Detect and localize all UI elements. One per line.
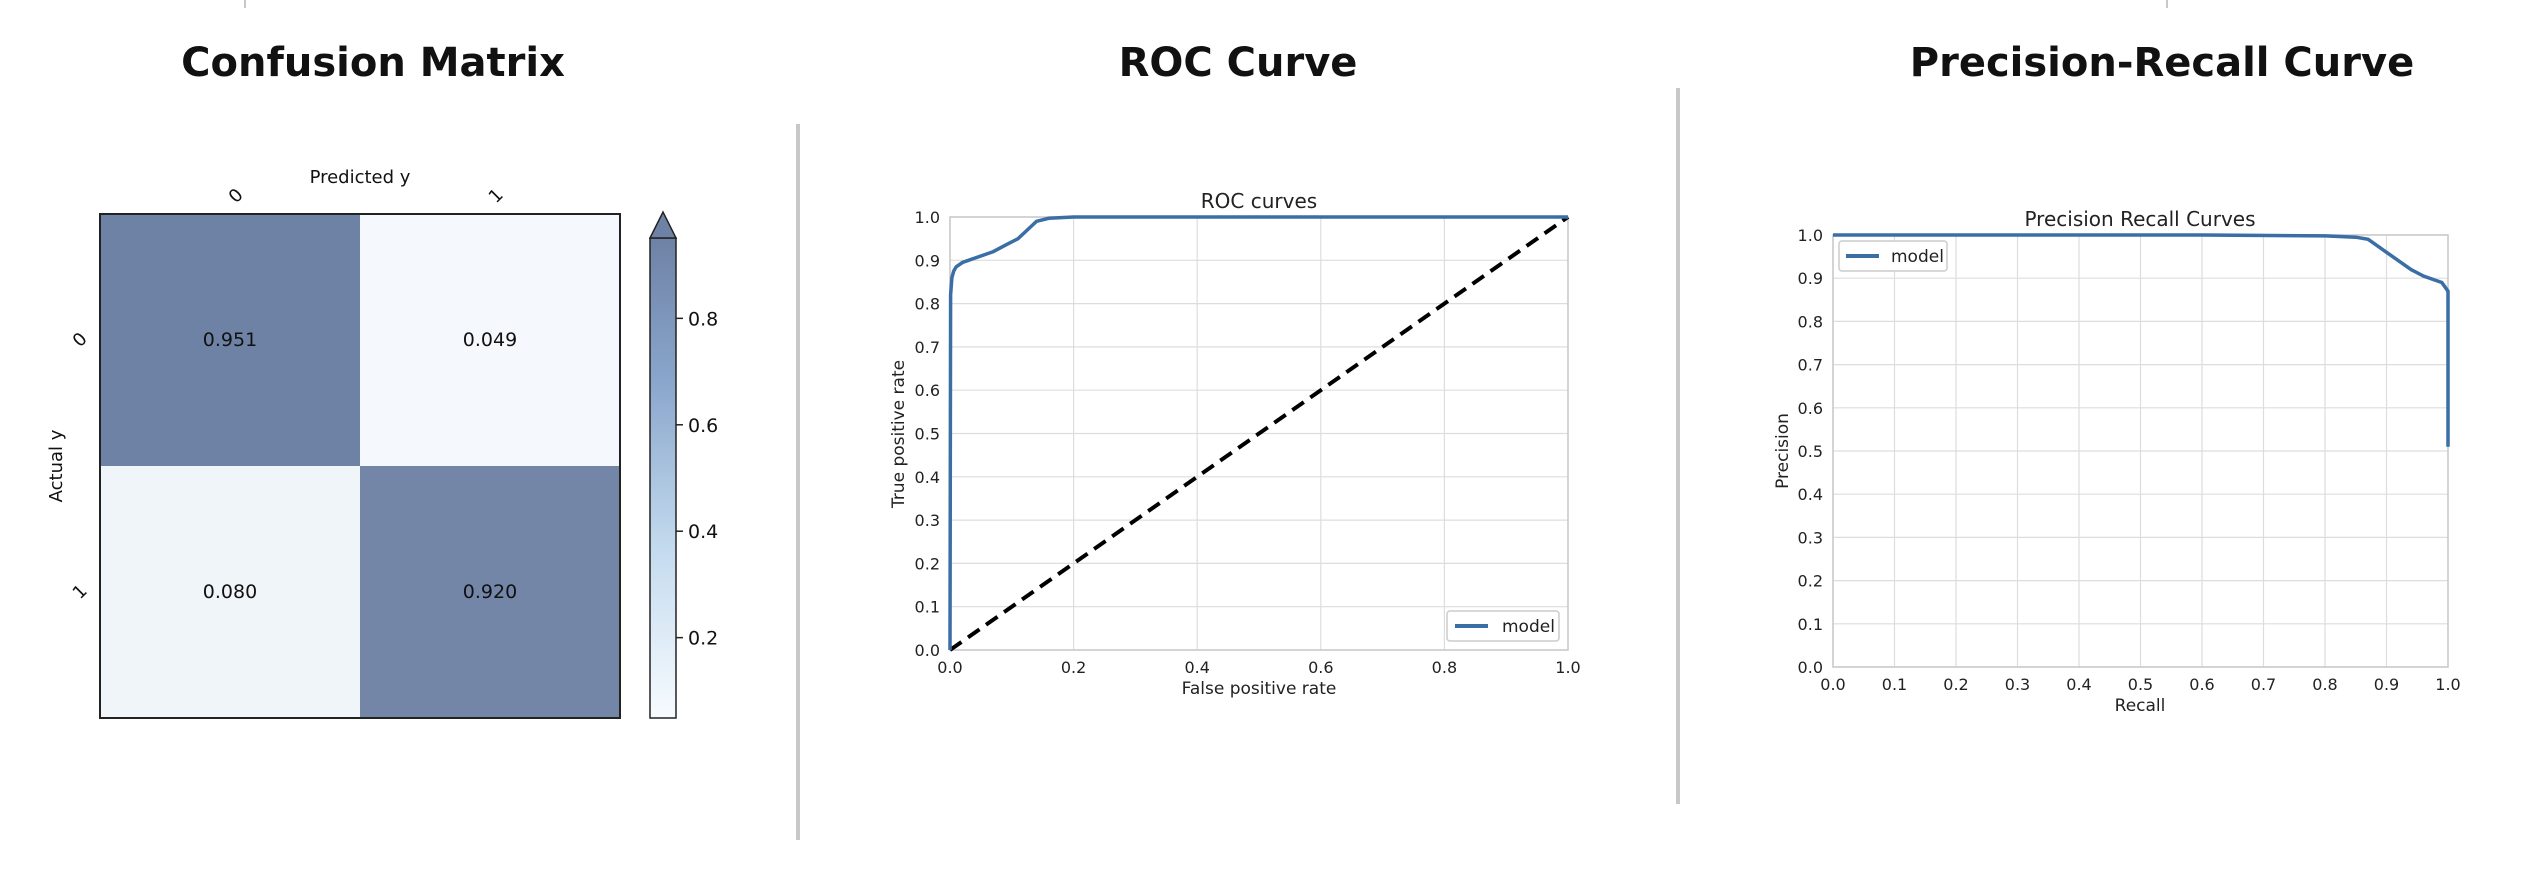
roc-xtick-label: 0.4: [1184, 658, 1209, 677]
pr-series-model: [1833, 233, 2450, 447]
cm-cell-0-0: [100, 214, 360, 466]
pr-ytick-label: 0.8: [1798, 312, 1823, 331]
roc-xlabel: False positive rate: [1182, 679, 1337, 699]
cm-frame: [99, 213, 621, 719]
roc-ytick-label: 0.7: [915, 338, 940, 357]
pr-xtick-label: 0.0: [1820, 675, 1845, 694]
pr-xtick-label: 0.4: [2066, 675, 2091, 694]
pr-xtick-label: 0.5: [2128, 675, 2153, 694]
cm-cell-label-1-1: 0.920: [463, 581, 517, 603]
cm-cell-label-0-0: 0.951: [203, 329, 257, 351]
pr-xtick-label: 0.8: [2312, 675, 2337, 694]
pr-xtick-label: 0.3: [2005, 675, 2030, 694]
cm-colorbar-extend-arrow: [648, 210, 678, 239]
roc-ytick-label: 0.6: [915, 381, 940, 400]
roc-ytick-label: 0.8: [915, 295, 940, 314]
cm-colorbar-tick-label: 0.6: [688, 415, 718, 437]
cm-colorbar-tick-label: 0.8: [688, 308, 718, 330]
roc-title: ROC curves: [1201, 189, 1317, 213]
pr-ytick-label: 0.1: [1798, 615, 1823, 634]
pr-ytick-label: 0.3: [1798, 528, 1823, 547]
pr-ytick-label: 0.9: [1798, 269, 1823, 288]
cm-cell-1-1: [360, 466, 620, 718]
pr-ylabel: Precision: [1773, 413, 1793, 489]
precision-recall-title: Precision-Recall Curve: [1909, 40, 2415, 86]
roc-ylabel: True positive rate: [889, 360, 909, 509]
roc-xtick-label: 0.2: [1061, 658, 1086, 677]
pr-xtick-label: 1.0: [2435, 675, 2460, 694]
roc-chance-diagonal: [948, 215, 1570, 652]
cm-cell-0-1: [360, 214, 620, 466]
roc-xtick-label: 1.0: [1555, 658, 1580, 677]
pr-xtick-label: 0.2: [1943, 675, 1968, 694]
pr-ytick-label: 0.4: [1798, 485, 1823, 504]
roc-legend: model: [1446, 610, 1560, 642]
pr-legend: model: [1838, 240, 1948, 272]
cm-cell-label-0-1: 0.049: [463, 329, 517, 351]
pr-xtick-label: 0.7: [2251, 675, 2276, 694]
roc-ytick-label: 0.4: [915, 468, 940, 487]
pr-ytick-label: 0.0: [1798, 658, 1823, 677]
cm-ylabel: Actual y: [46, 429, 67, 502]
cm-colorbar-tick-label: 0.2: [688, 628, 718, 650]
roc-ytick-label: 1.0: [915, 208, 940, 227]
pr-legend-label: model: [1891, 247, 1944, 267]
cm-cell-1-0: [100, 466, 360, 718]
roc-xtick-label: 0.0: [937, 658, 962, 677]
cm-cell-label-1-0: 0.080: [203, 581, 257, 603]
cm-xlabel: Predicted y: [310, 167, 411, 188]
pr-xlabel: Recall: [2115, 696, 2166, 716]
pr-xtick-label: 0.9: [2374, 675, 2399, 694]
pr-ytick-label: 1.0: [1798, 226, 1823, 245]
roc-xtick-label: 0.6: [1308, 658, 1333, 677]
cm-colorbar: [649, 237, 677, 719]
divider-left: [796, 124, 800, 840]
roc-ytick-label: 0.5: [915, 425, 940, 444]
pr-ytick-label: 0.2: [1798, 572, 1823, 591]
roc-legend-label: model: [1502, 617, 1555, 637]
top-edge-mark-left: [244, 0, 246, 8]
roc-ytick-label: 0.3: [915, 511, 940, 530]
confusion-matrix-title: Confusion Matrix: [181, 40, 565, 86]
divider-right: [1676, 88, 1680, 804]
roc-ytick-label: 0.0: [915, 641, 940, 660]
cm-colorbar-tick-label: 0.4: [688, 521, 718, 543]
pr-ytick-label: 0.7: [1798, 356, 1823, 375]
top-edge-mark-right: [2166, 0, 2168, 8]
roc-ytick-label: 0.2: [915, 554, 940, 573]
pr-title: Precision Recall Curves: [2024, 207, 2255, 231]
roc-ytick-label: 0.1: [915, 598, 940, 617]
roc-xtick-label: 0.8: [1432, 658, 1457, 677]
roc-curve-title: ROC Curve: [1118, 40, 1358, 86]
roc-ytick-label: 0.9: [915, 251, 940, 270]
roc-series-model: [948, 215, 1568, 651]
pr-ytick-label: 0.5: [1798, 442, 1823, 461]
pr-xtick-label: 0.6: [2189, 675, 2214, 694]
pr-xtick-label: 0.1: [1882, 675, 1907, 694]
pr-ytick-label: 0.6: [1798, 399, 1823, 418]
